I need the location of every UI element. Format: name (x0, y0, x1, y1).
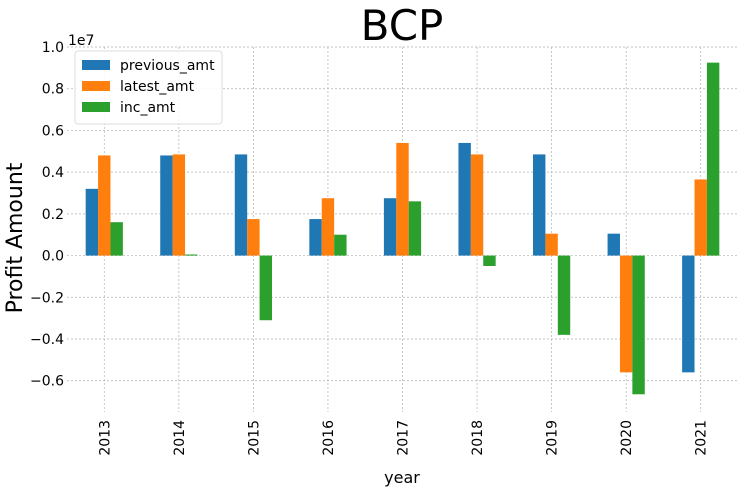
bar-previous-amt (85, 188, 99, 256)
bar-latest-amt (545, 233, 558, 256)
legend: previous_amt latest_amt inc_amt (74, 50, 223, 125)
y-axis-label: Profit Amount (3, 162, 28, 313)
bar-inc-amt (334, 234, 347, 256)
bar-previous-amt (234, 154, 248, 256)
x-tick-label: 2015 (246, 420, 262, 456)
bar-inc-amt (185, 254, 198, 256)
tick-labels: −0.6 −0.4 −0.2 0.0 0.2 0.4 0.6 0.8 1.0 2013 2014 20… (30, 40, 710, 456)
bars (85, 62, 720, 395)
bar-previous-amt (607, 233, 620, 256)
bar-inc-amt (706, 62, 720, 256)
y-tick-label: −0.2 (30, 290, 64, 306)
x-tick-label: 2016 (321, 420, 337, 456)
bar-previous-amt (309, 219, 322, 256)
bar-inc-amt (408, 201, 422, 256)
legend-box (74, 50, 223, 125)
y-tick-label: 0.6 (42, 123, 64, 139)
legend-swatch (82, 60, 110, 70)
y-tick-label: 0.2 (42, 207, 64, 223)
x-tick-label: 2021 (694, 420, 710, 456)
legend-label: latest_amt (120, 79, 195, 95)
bar-inc-amt (632, 255, 645, 395)
x-tick-label: 2013 (97, 420, 113, 456)
bar-inc-amt (259, 255, 272, 321)
bar-latest-amt (470, 154, 484, 256)
bar-latest-amt (247, 219, 260, 256)
y-tick-label: 0.0 (42, 249, 64, 265)
bar-previous-amt (383, 198, 397, 256)
x-tick-label: 2017 (396, 420, 412, 456)
bar-previous-amt (458, 142, 471, 256)
bar-latest-amt (172, 154, 186, 256)
bar-inc-amt (557, 255, 571, 335)
x-tick-label: 2020 (619, 420, 635, 456)
y-tick-label: 0.8 (42, 82, 64, 98)
bar-latest-amt (694, 179, 707, 256)
bar-previous-amt (160, 155, 173, 256)
y-tick-label: 1.0 (42, 40, 64, 56)
x-tick-label: 2018 (470, 420, 486, 456)
bar-latest-amt (98, 155, 111, 256)
legend-label: previous_amt (120, 58, 215, 74)
bar-latest-amt (321, 198, 335, 256)
bar-latest-amt (396, 142, 409, 256)
y-tick-label: −0.4 (30, 332, 64, 348)
x-tick-label: 2019 (545, 420, 561, 456)
bar-previous-amt (682, 255, 695, 373)
y-tick-label: 0.4 (42, 165, 64, 181)
bar-latest-amt (619, 255, 633, 373)
bar-inc-amt (483, 255, 496, 266)
chart-title: BCP (361, 1, 444, 50)
legend-swatch (82, 81, 110, 91)
legend-swatch (82, 102, 110, 112)
y-multiplier-label: 1e7 (68, 33, 94, 49)
y-tick-label: −0.6 (30, 374, 64, 390)
bar-previous-amt (533, 154, 546, 256)
x-tick-label: 2014 (172, 420, 188, 456)
bar-inc-amt (110, 222, 123, 256)
x-axis-label: year (384, 468, 420, 487)
legend-label: inc_amt (120, 100, 176, 116)
